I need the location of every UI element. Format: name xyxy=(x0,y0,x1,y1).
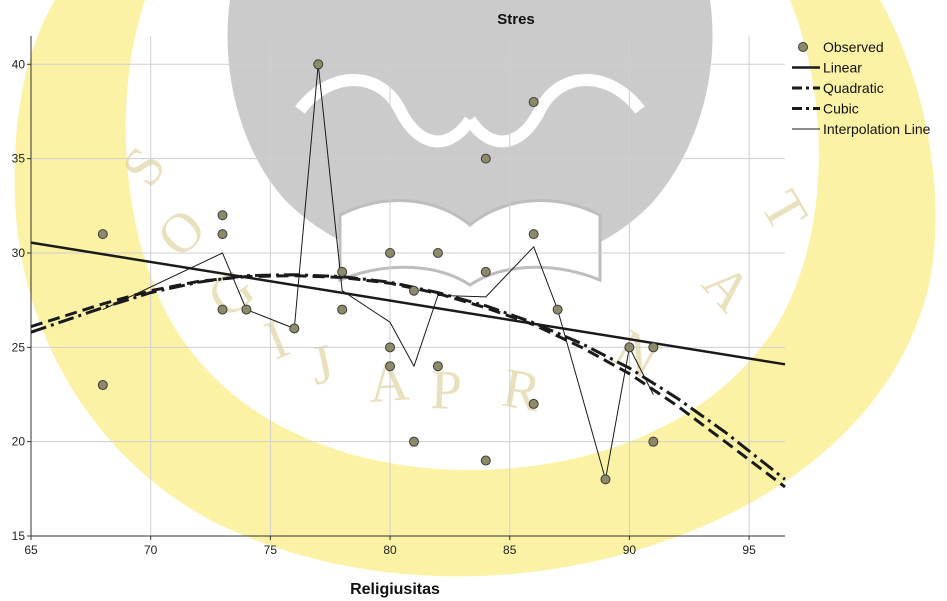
y-tick-label: 40 xyxy=(12,57,26,71)
legend-label: Linear xyxy=(823,60,862,76)
data-point xyxy=(648,342,659,353)
watermark-gray-shield xyxy=(227,0,713,270)
data-point xyxy=(97,229,108,240)
y-tick-label: 15 xyxy=(12,529,26,543)
data-point xyxy=(385,361,396,372)
data-point xyxy=(385,247,396,258)
x-tick-label: 95 xyxy=(742,543,756,557)
x-tick-label: 75 xyxy=(264,543,278,557)
y-tick-label: 35 xyxy=(12,152,26,166)
data-point xyxy=(97,380,108,391)
data-point xyxy=(337,266,348,277)
series-line-cubic xyxy=(30,274,786,489)
legend-label: Quadratic xyxy=(823,80,884,96)
series-line-linear xyxy=(30,241,786,366)
legend-label: Observed xyxy=(823,39,884,55)
x-tick-label: 80 xyxy=(383,543,397,557)
x-tick-label: 90 xyxy=(623,543,637,557)
data-point xyxy=(217,304,228,315)
data-point xyxy=(217,229,228,240)
legend: Observed Linear Quadratic Cubic Interpolatio… xyxy=(792,39,931,137)
data-point xyxy=(480,455,491,466)
data-point xyxy=(408,436,419,447)
chart-title: Stres xyxy=(497,11,535,28)
data-point xyxy=(480,266,491,277)
legend-label: Interpolation Line xyxy=(823,121,931,137)
watermark-wave-left xyxy=(295,74,475,148)
data-point xyxy=(552,304,563,315)
series-line-interpolation-line xyxy=(102,63,654,480)
x-tick-label: 70 xyxy=(144,543,158,557)
data-point xyxy=(528,398,539,409)
x-tick-label: 65 xyxy=(24,543,38,557)
data-point xyxy=(432,361,443,372)
y-tick-label: 30 xyxy=(12,246,26,260)
x-axis-title: Religiusitas xyxy=(350,581,440,598)
data-point xyxy=(217,210,228,221)
data-point xyxy=(648,436,659,447)
watermark-wave-right xyxy=(465,74,645,148)
x-axis-ticks: 65 70 75 80 85 90 95 xyxy=(24,536,756,557)
gridlines xyxy=(31,36,785,536)
data-point xyxy=(528,229,539,240)
y-tick-label: 25 xyxy=(12,340,26,354)
watermark-book xyxy=(338,199,602,287)
data-point xyxy=(241,304,252,315)
y-axis-ticks: 15 20 25 30 35 40 xyxy=(12,57,31,543)
y-tick-label: 20 xyxy=(12,435,26,449)
data-point xyxy=(624,342,635,353)
watermark-letter: A xyxy=(367,350,412,415)
data-point xyxy=(480,153,491,164)
data-point xyxy=(528,97,539,108)
data-point xyxy=(289,323,300,334)
x-tick-label: 85 xyxy=(503,543,517,557)
data-point xyxy=(432,247,443,258)
data-point xyxy=(385,342,396,353)
data-point xyxy=(408,285,419,296)
axes xyxy=(30,36,785,537)
data-point xyxy=(337,304,348,315)
data-point xyxy=(313,59,324,70)
legend-label: Cubic xyxy=(823,101,859,117)
observed-points xyxy=(97,59,659,485)
legend-marker-observed xyxy=(798,42,808,52)
data-point xyxy=(600,474,611,485)
